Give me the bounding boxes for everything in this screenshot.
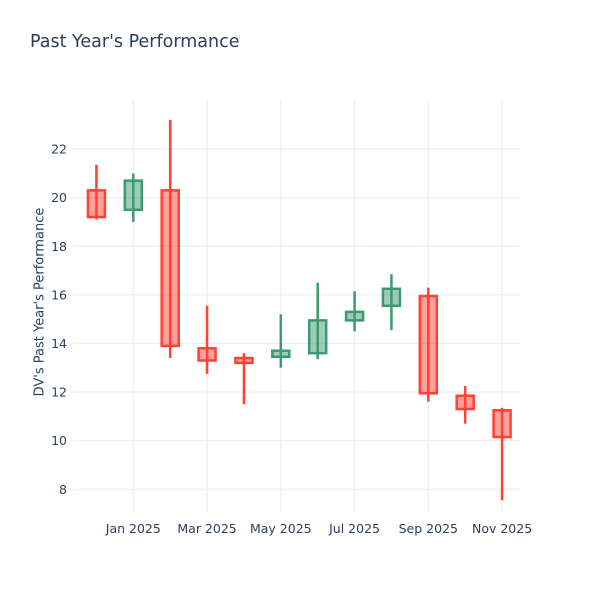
y-tick-label: 8 bbox=[59, 482, 67, 497]
y-tick-label: 10 bbox=[51, 433, 67, 448]
candle-body-jun-2025 bbox=[307, 319, 328, 355]
candle-body-jul-2025 bbox=[344, 310, 365, 322]
candle-body-sep-2025 bbox=[418, 294, 439, 395]
candle-body-jan-2025 bbox=[123, 179, 144, 212]
candle-body-apr-2025 bbox=[234, 356, 254, 365]
x-tick-label: May 2025 bbox=[250, 521, 312, 536]
y-axis-title: DV's Past Year's Performance bbox=[32, 207, 48, 397]
candle-body-nov-2025 bbox=[492, 409, 512, 439]
y-tick-label: 20 bbox=[51, 190, 67, 205]
candle-body-feb-2025 bbox=[160, 189, 180, 348]
y-tick-label: 18 bbox=[51, 239, 67, 254]
y-tick-label: 14 bbox=[51, 336, 67, 351]
x-tick-label: Mar 2025 bbox=[177, 521, 236, 536]
x-tick-label: Jul 2025 bbox=[328, 521, 380, 536]
x-tick-label: Nov 2025 bbox=[472, 521, 532, 536]
chart-title: Past Year's Performance bbox=[30, 32, 240, 52]
candle-body-mar-2025 bbox=[197, 347, 217, 362]
x-tick-label: Sep 2025 bbox=[399, 521, 458, 536]
y-tick-label: 12 bbox=[51, 385, 67, 400]
candle-body-may-2025 bbox=[271, 349, 291, 359]
x-tick-label: Jan 2025 bbox=[105, 521, 161, 536]
candle-body-aug-2025 bbox=[381, 287, 402, 308]
y-tick-label: 16 bbox=[51, 287, 67, 302]
candle-body-dec-2024 bbox=[86, 189, 107, 219]
candle-body-oct-2025 bbox=[455, 394, 475, 411]
y-tick-label: 22 bbox=[51, 142, 67, 157]
